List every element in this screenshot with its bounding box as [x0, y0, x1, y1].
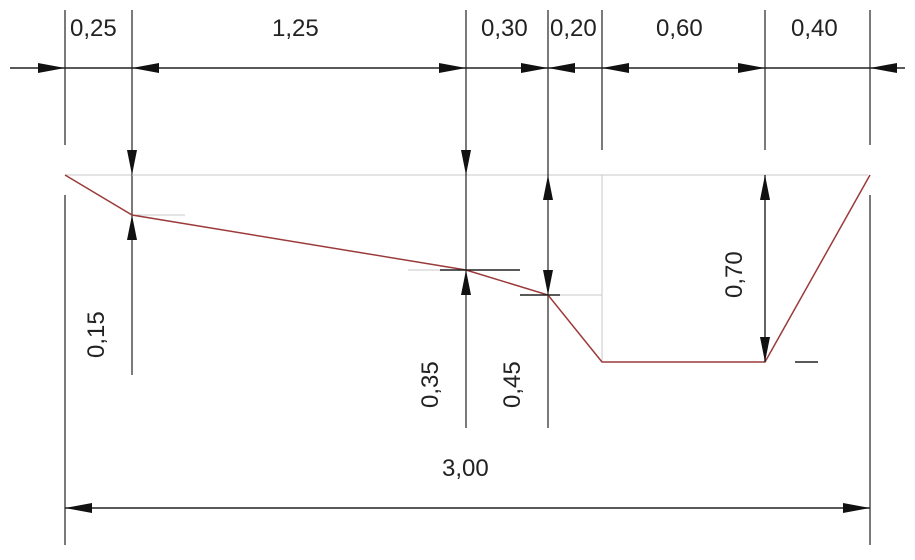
arrow-total-right: [843, 503, 870, 513]
canal-profile-line: [64, 174, 871, 363]
dim-label-depth-c: 0,45: [499, 361, 526, 408]
arrow-top-3: [439, 63, 466, 73]
arrow-v015-top: [127, 150, 137, 175]
arrow-v070-bottom: [760, 337, 770, 362]
vertical-dimension-035: 0,35: [417, 150, 520, 408]
arrow-top-1: [38, 63, 65, 73]
arrow-top-5: [548, 63, 575, 73]
vertical-dimension-070: 0,70: [721, 175, 818, 363]
arrow-top-6: [602, 63, 629, 73]
arrow-top-4: [521, 63, 548, 73]
arrow-total-left: [65, 503, 92, 513]
arrow-v045-top: [543, 175, 553, 200]
dim-label-seg4: 0,20: [550, 15, 597, 42]
arrow-v035-top: [461, 150, 471, 175]
dim-label-depth-a: 0,15: [83, 311, 110, 358]
dim-label-seg5: 0,60: [656, 15, 703, 42]
arrow-v070-top: [760, 175, 770, 200]
arrow-top-7: [738, 63, 765, 73]
arrow-v045-bottom: [543, 270, 553, 295]
arrow-top-2: [132, 63, 159, 73]
dim-label-seg6: 0,40: [791, 15, 838, 42]
dim-label-seg2: 1,25: [272, 15, 319, 42]
dim-label-depth-d: 0,70: [721, 251, 748, 298]
dim-label-total: 3,00: [442, 455, 489, 482]
arrow-top-8: [870, 63, 897, 73]
arrow-v035-bottom: [461, 270, 471, 295]
dim-label-seg1: 0,25: [70, 15, 117, 42]
extension-lines: [64, 10, 871, 545]
top-dimension-chain: 0,25 1,25 0,30 0,20 0,60 0,40: [10, 15, 905, 73]
dim-label-depth-b: 0,35: [417, 361, 444, 408]
total-width-dimension: 3,00: [65, 455, 870, 513]
vertical-dimension-045: 0,45: [499, 175, 560, 408]
dim-label-seg3: 0,30: [481, 15, 528, 42]
vertical-dimension-015: 0,15: [83, 150, 185, 358]
arrow-v015-bottom: [127, 215, 137, 240]
